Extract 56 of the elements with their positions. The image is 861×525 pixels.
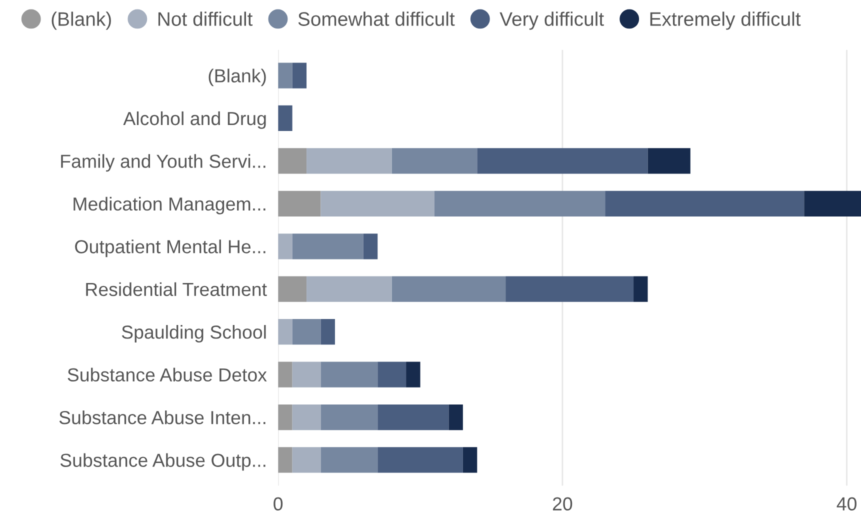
bar [406, 362, 420, 388]
x-tick-label: 40 [836, 497, 856, 511]
y-tick-label: Medication Managem... [74, 196, 266, 214]
bar [306, 276, 392, 302]
bar [278, 62, 292, 88]
y-tick-label: Substance Abuse Detox [68, 368, 267, 382]
bar [378, 447, 463, 473]
bar [804, 190, 861, 216]
y-tick-label: Spaulding School [122, 325, 266, 343]
y-tick-label: Substance Abuse Outp... [60, 453, 266, 471]
bar [278, 319, 292, 345]
bar [605, 190, 804, 216]
bar [648, 148, 690, 174]
x-tick-label: 20 [552, 497, 572, 511]
bar [278, 234, 292, 260]
y-tick-label: Residential Treatment [86, 282, 267, 296]
bar [278, 362, 292, 388]
bar [306, 148, 392, 174]
bar [278, 105, 292, 132]
bar [320, 404, 378, 430]
bar [320, 190, 434, 216]
y-tick-label: Family and Youth Servi... [61, 154, 266, 172]
y-tick-label: Substance Abuse Inten... [59, 410, 266, 424]
bar [278, 190, 321, 216]
legend-label: Very difficult [500, 12, 604, 30]
bar [320, 447, 378, 473]
y-tick-label: Alcohol and Drug [123, 111, 266, 129]
bar [292, 319, 321, 345]
bar [320, 319, 335, 345]
bar [292, 234, 364, 260]
legend-label: Extremely difficult [650, 12, 801, 30]
y-tick-label: (Blank) [208, 68, 266, 86]
legend-label: Somewhat difficult [298, 12, 455, 26]
bar [292, 447, 321, 473]
bar [292, 62, 307, 88]
bar [506, 276, 634, 302]
y-tick-label: Outpatient Mental He... [75, 240, 266, 258]
bar [477, 148, 648, 174]
bar [634, 276, 648, 302]
bar [462, 447, 478, 473]
bar [434, 190, 606, 216]
bar [378, 362, 406, 388]
bar [278, 447, 292, 473]
bar [363, 234, 378, 260]
bar [292, 362, 321, 388]
bar [392, 276, 506, 302]
bar [378, 404, 449, 430]
bar [278, 148, 307, 174]
bar [320, 362, 378, 388]
bar [278, 276, 307, 302]
bar [448, 404, 463, 430]
x-tick-label: 0 [274, 497, 283, 511]
bar [392, 148, 478, 174]
legend-label: Not difficult [158, 12, 253, 26]
bar [292, 404, 321, 430]
bar [278, 404, 292, 430]
